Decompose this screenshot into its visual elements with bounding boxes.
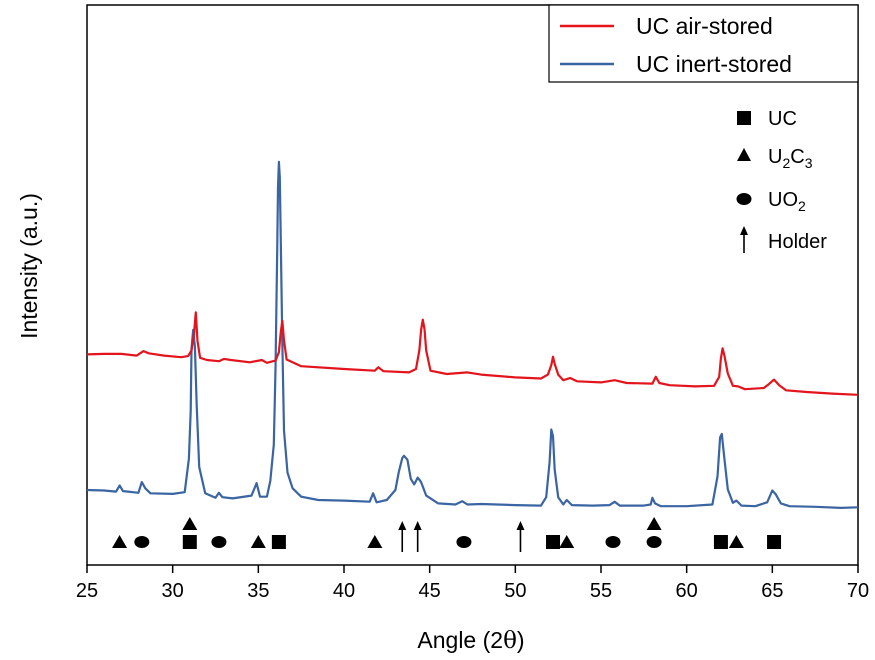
uo2-marker	[605, 536, 621, 548]
phase-key: UC U2C3 UO2 Holder	[736, 108, 827, 253]
holder-marker	[413, 521, 422, 552]
x-tick-label: 60	[676, 580, 698, 602]
x-tick-label: 65	[761, 580, 783, 602]
holder-arrow-head	[516, 521, 525, 530]
series-layer	[86, 160, 859, 509]
plot-frame	[86, 4, 859, 566]
x-tick-label: 45	[419, 580, 441, 602]
uc-marker	[182, 535, 197, 549]
x-tick-label: 30	[162, 580, 184, 602]
u2c3-marker	[250, 535, 266, 548]
x-axis-ticks: 25 30 35 40 45 50 55 60 65 70	[76, 565, 869, 602]
u2c3-marker	[182, 517, 198, 530]
key-arrow-icon	[740, 226, 748, 235]
series-line-air-stored	[86, 311, 859, 396]
u2c3-marker	[559, 535, 575, 548]
y-axis-title: Intensity (a.u.)	[16, 193, 42, 339]
key-square-icon	[737, 111, 751, 125]
uc-marker	[546, 535, 561, 549]
holder-arrow-head	[398, 521, 407, 530]
u2c3-marker	[728, 535, 744, 548]
series-line-inert-stored	[86, 160, 859, 509]
x-tick-label: 40	[333, 580, 355, 602]
x-axis-title: Angle (2θ)	[417, 627, 524, 654]
holder-arrow-head	[413, 521, 422, 530]
u2c3-marker	[646, 517, 662, 530]
key-label-u2c3: U2C3	[768, 146, 813, 171]
uc-marker	[713, 535, 728, 549]
uc-marker	[271, 535, 286, 549]
legend-box	[548, 4, 859, 83]
uo2-marker	[456, 536, 472, 548]
u2c3-marker	[367, 535, 383, 548]
uo2-marker	[646, 536, 662, 548]
x-tick-label: 50	[504, 580, 526, 602]
x-tick-label: 25	[76, 580, 98, 602]
legend: UC air-stored UC inert-stored	[548, 4, 859, 83]
holder-marker	[516, 521, 525, 552]
x-tick-label: 70	[847, 580, 869, 602]
u2c3-marker	[112, 535, 128, 548]
x-tick-label: 35	[247, 580, 269, 602]
legend-label-inert: UC inert-stored	[636, 51, 792, 77]
key-label-holder: Holder	[768, 231, 827, 253]
key-label-uc: UC	[768, 108, 797, 130]
key-label-uo2: UO2	[768, 189, 806, 214]
x-tick-label: 55	[590, 580, 612, 602]
legend-label-air: UC air-stored	[636, 13, 773, 39]
holder-marker	[398, 521, 407, 552]
uo2-marker	[134, 536, 150, 548]
phase-marker-layer	[112, 517, 782, 552]
key-triangle-icon	[737, 148, 751, 161]
uo2-marker	[211, 536, 227, 548]
uc-marker	[767, 535, 782, 549]
key-circle-icon	[736, 193, 752, 205]
